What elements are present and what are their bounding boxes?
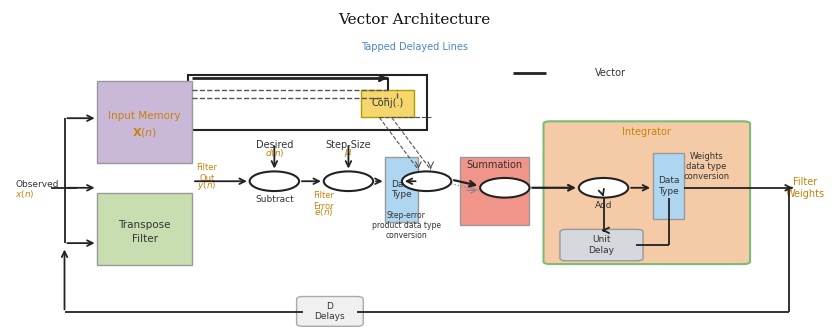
Circle shape	[579, 178, 628, 197]
Text: Filter: Filter	[131, 233, 158, 243]
Text: Weights
data type
conversion: Weights data type conversion	[683, 152, 730, 181]
Text: Desired: Desired	[255, 140, 293, 150]
Circle shape	[250, 171, 299, 191]
Text: Integrator: Integrator	[622, 127, 671, 137]
FancyBboxPatch shape	[385, 157, 418, 222]
Text: D
Delays: D Delays	[314, 302, 345, 321]
Text: $d(n)$: $d(n)$	[265, 148, 285, 160]
Text: $e(n)$: $e(n)$	[314, 206, 334, 218]
FancyBboxPatch shape	[653, 154, 684, 219]
FancyBboxPatch shape	[459, 157, 529, 225]
Text: Transpose: Transpose	[118, 220, 171, 230]
Text: Vector: Vector	[596, 68, 626, 78]
Text: $\mu$: $\mu$	[344, 148, 353, 160]
Text: +: +	[268, 174, 280, 189]
FancyBboxPatch shape	[97, 81, 192, 163]
Text: $y(n)$: $y(n)$	[197, 179, 216, 192]
Text: ×: ×	[342, 174, 354, 189]
Text: Conj(.): Conj(.)	[371, 99, 404, 109]
Text: Tapped Delayed Lines: Tapped Delayed Lines	[361, 42, 468, 52]
Text: Filter
Weights: Filter Weights	[785, 177, 825, 198]
Text: Subtract: Subtract	[255, 195, 294, 204]
Text: Observed: Observed	[15, 180, 58, 189]
Text: Step-error
product data type
conversion: Step-error product data type conversion	[372, 210, 441, 240]
Text: Add: Add	[595, 201, 612, 210]
Text: +: +	[498, 180, 511, 195]
FancyBboxPatch shape	[543, 121, 750, 264]
Text: Unit
Delay: Unit Delay	[588, 235, 615, 255]
Text: Filter
Out: Filter Out	[196, 164, 217, 183]
Circle shape	[402, 171, 451, 191]
FancyBboxPatch shape	[361, 90, 414, 118]
Text: Data
Type: Data Type	[658, 176, 680, 196]
Circle shape	[324, 171, 373, 191]
Text: Vector Architecture: Vector Architecture	[338, 13, 490, 27]
Text: +: +	[597, 180, 610, 195]
FancyBboxPatch shape	[296, 296, 364, 326]
Text: Data
Type: Data Type	[391, 180, 413, 199]
Circle shape	[480, 178, 529, 197]
Text: ×: ×	[420, 174, 433, 189]
Text: Summation: Summation	[467, 160, 522, 170]
FancyBboxPatch shape	[97, 193, 192, 265]
Text: Step-Size: Step-Size	[325, 140, 371, 150]
Text: $\mathbf{X}(n)$: $\mathbf{X}(n)$	[132, 126, 157, 139]
Text: Filter
Error: Filter Error	[314, 191, 334, 210]
Text: $x(n)$: $x(n)$	[15, 188, 35, 200]
Text: Input Memory: Input Memory	[108, 111, 181, 121]
FancyBboxPatch shape	[560, 229, 643, 261]
